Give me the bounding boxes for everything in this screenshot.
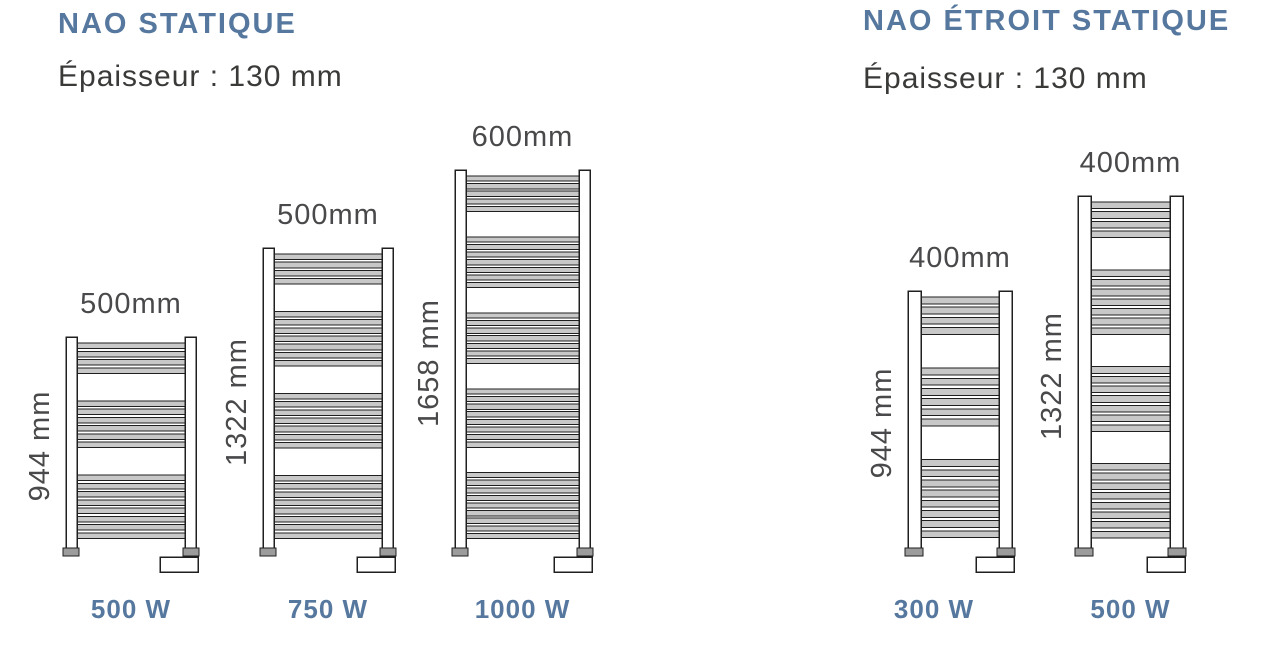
thickness-label: Épaisseur : 130 mm bbox=[58, 60, 343, 93]
height-dimension-label: 944 mm bbox=[866, 367, 898, 479]
power-label: 1000 W bbox=[474, 594, 571, 624]
height-dimension-label: 1322 mm bbox=[221, 337, 253, 466]
radiator-drawing-svg bbox=[451, 169, 594, 573]
radiator-drawing bbox=[451, 169, 598, 576]
radiator-drawing-svg bbox=[259, 247, 397, 573]
section-title: NAO STATIQUE bbox=[58, 8, 297, 40]
radiator-drawing-svg bbox=[1074, 195, 1187, 573]
radiator-drawing bbox=[259, 247, 401, 576]
width-dimension-label: 600mm bbox=[471, 121, 574, 153]
power-label: 750 W bbox=[287, 594, 369, 624]
section-title: NAO ÉTROIT STATIQUE bbox=[863, 5, 1231, 37]
radiator-drawing bbox=[1074, 195, 1191, 576]
radiator-drawing-svg bbox=[904, 290, 1016, 573]
width-dimension-label: 500mm bbox=[80, 288, 182, 320]
thickness-label: Épaisseur : 130 mm bbox=[863, 62, 1148, 95]
power-label: 500 W bbox=[90, 594, 172, 624]
height-dimension-label: 1658 mm bbox=[413, 298, 445, 427]
power-label: 500 W bbox=[1090, 594, 1171, 624]
height-dimension-label: 1322 mm bbox=[1036, 311, 1068, 440]
radiator-drawing bbox=[904, 290, 1020, 576]
power-label: 300 W bbox=[893, 594, 975, 624]
radiator-drawing-svg bbox=[62, 336, 200, 573]
width-dimension-label: 500mm bbox=[277, 199, 379, 231]
width-dimension-label: 400mm bbox=[1079, 147, 1182, 179]
width-dimension-label: 400mm bbox=[909, 242, 1011, 274]
height-dimension-label: 944 mm bbox=[24, 390, 56, 502]
radiator-drawing bbox=[62, 336, 204, 576]
